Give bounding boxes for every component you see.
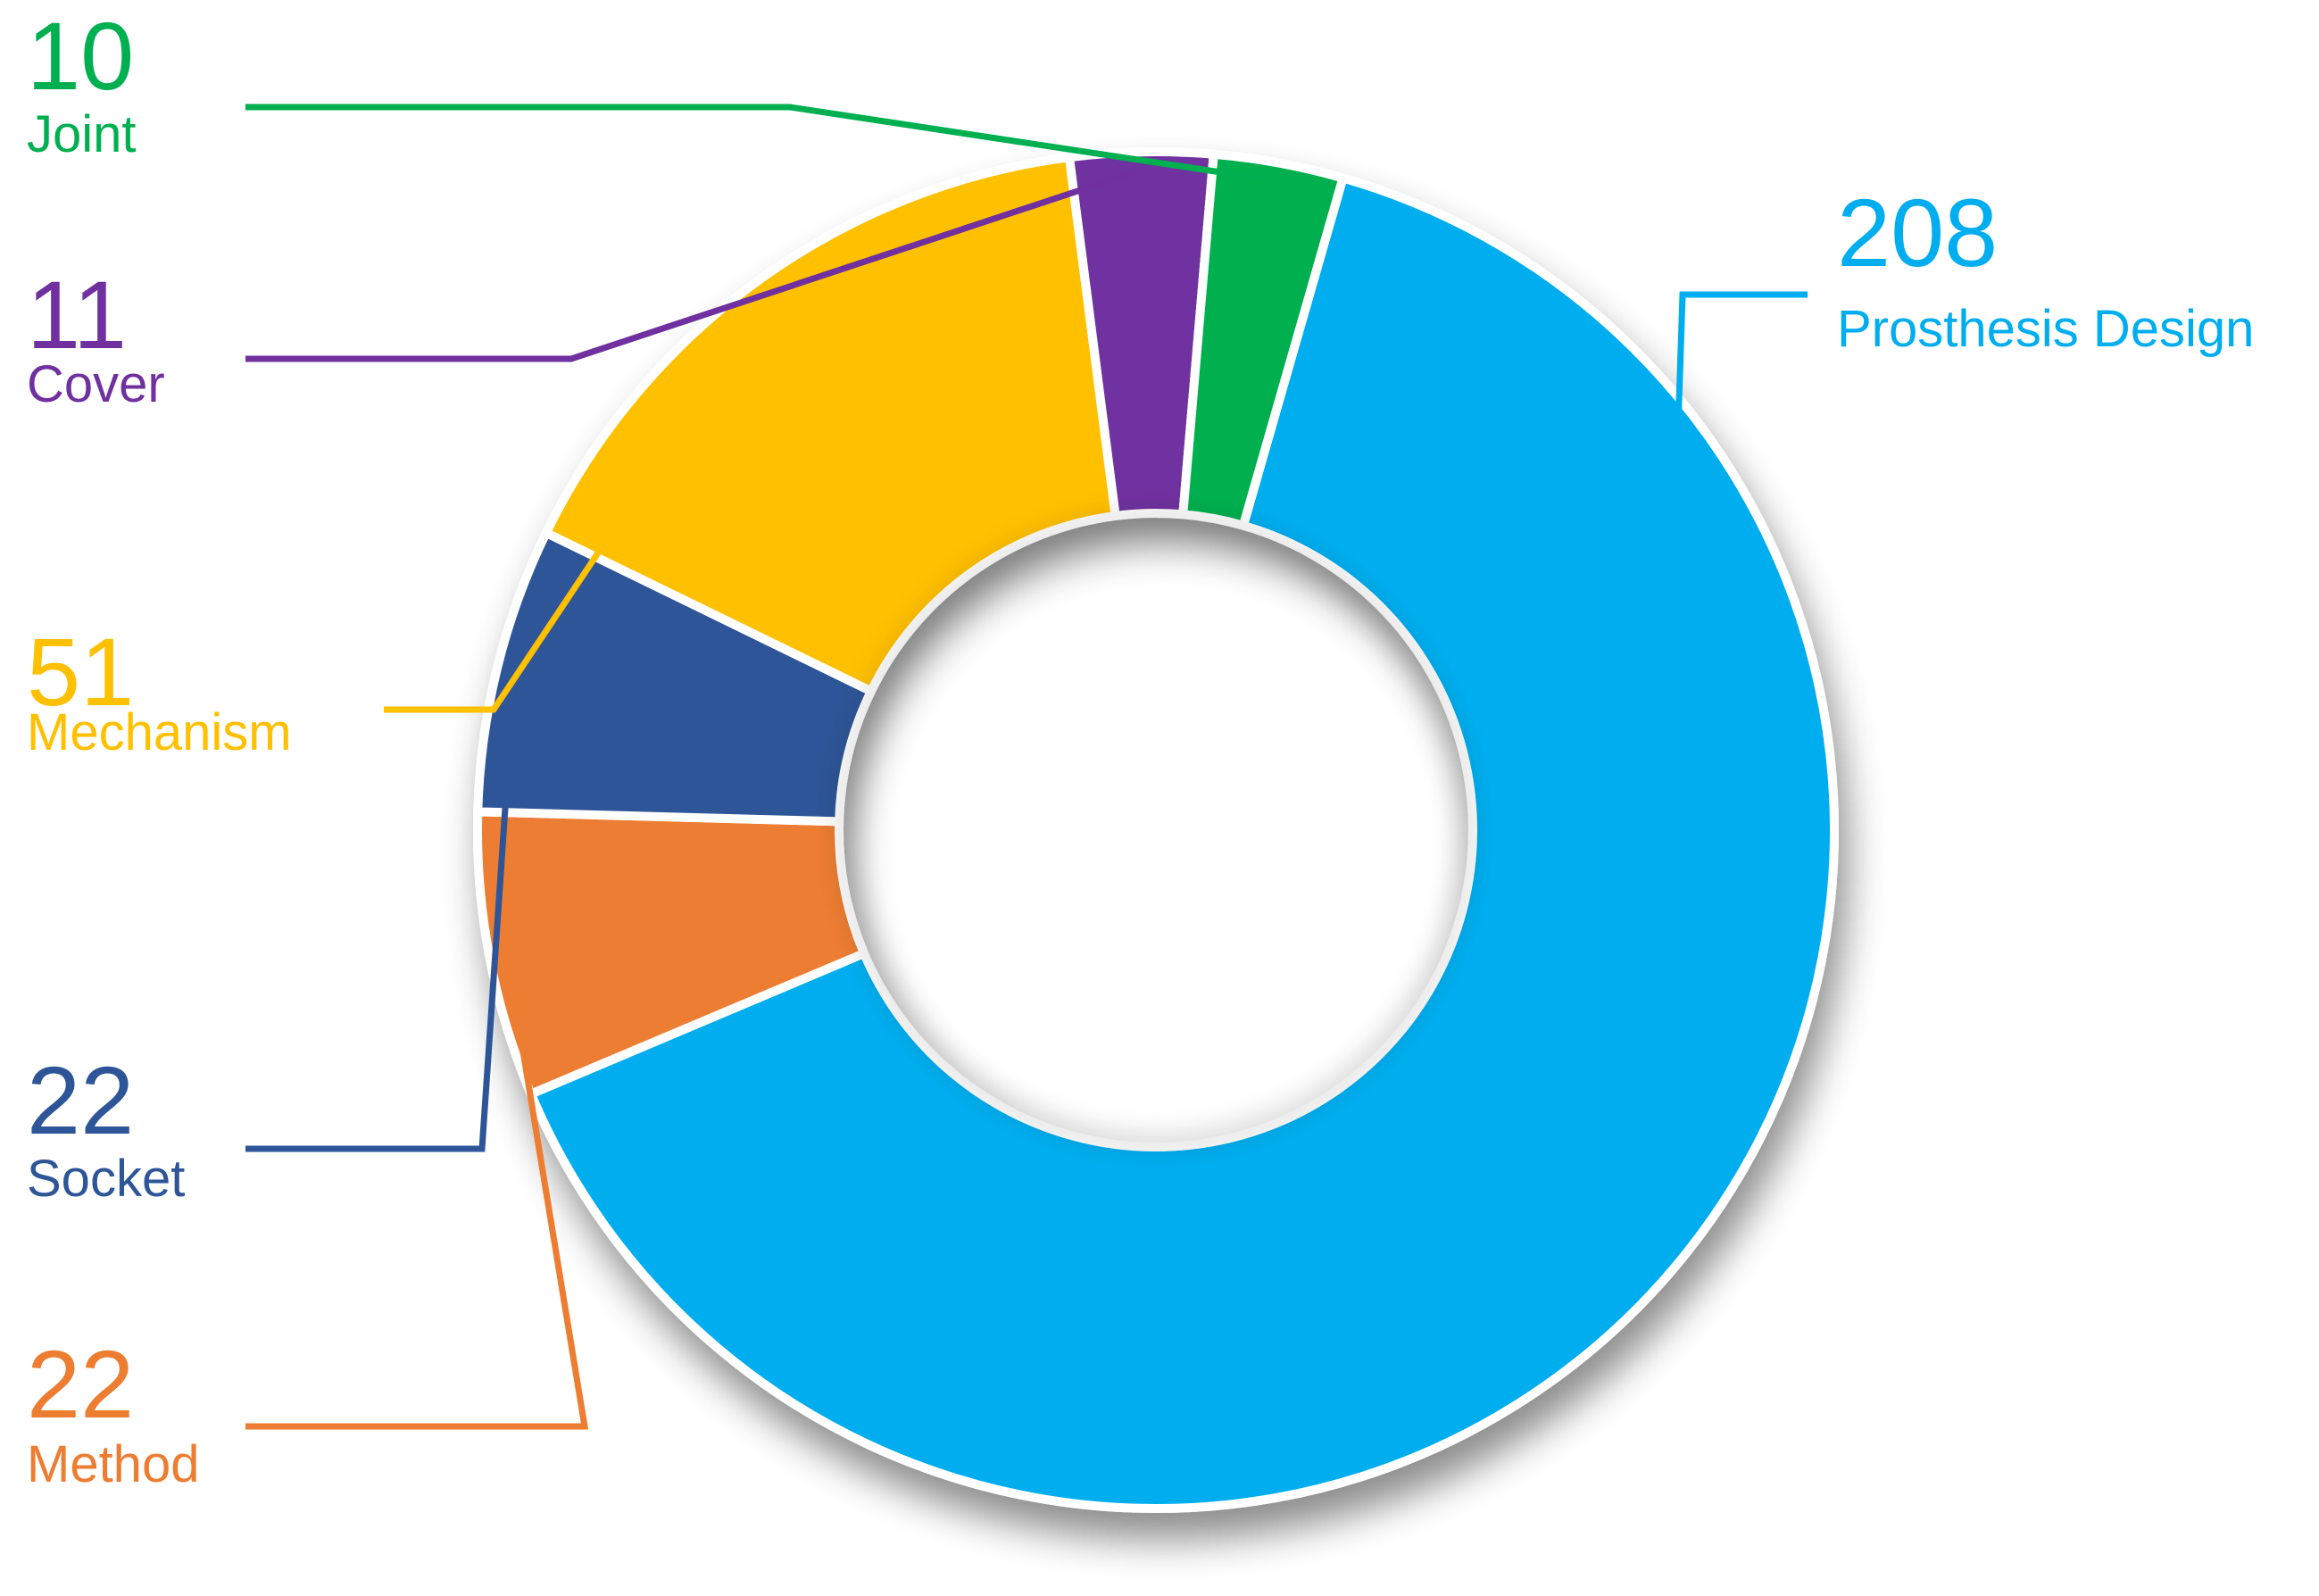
slices-layer: [473, 147, 1839, 1513]
leader-line-joint: [245, 104, 1276, 184]
slice-value-prosthesis-design: 208: [1837, 179, 1998, 287]
donut-ring: [473, 147, 1839, 1513]
slice-label-cover: Cover: [27, 355, 165, 413]
leader-line-prosthesis-design: [1647, 291, 1808, 1268]
leader-line-cover: [245, 166, 1143, 362]
slice-value-cover: 11: [27, 261, 127, 369]
slice-value-joint: 10: [27, 2, 134, 110]
leader-lines: [245, 104, 1808, 1430]
slice-label-method: Method: [27, 1435, 199, 1493]
slice-label-joint: Joint: [27, 105, 137, 163]
leader-line-method: [245, 952, 589, 1430]
leader-line-mechanism: [384, 291, 774, 713]
slice-label-prosthesis-design: Prosthesis Design: [1837, 300, 2254, 358]
slice-value-mechanism: 51: [27, 618, 134, 726]
slice-value-socket: 22: [27, 1046, 134, 1154]
slice-label-socket: Socket: [27, 1150, 185, 1208]
donut-hole-shadow: [838, 512, 1474, 1148]
slice-value-method: 22: [27, 1330, 134, 1438]
leader-line-socket: [245, 672, 518, 1152]
slice-label-mechanism: Mechanism: [27, 703, 292, 761]
